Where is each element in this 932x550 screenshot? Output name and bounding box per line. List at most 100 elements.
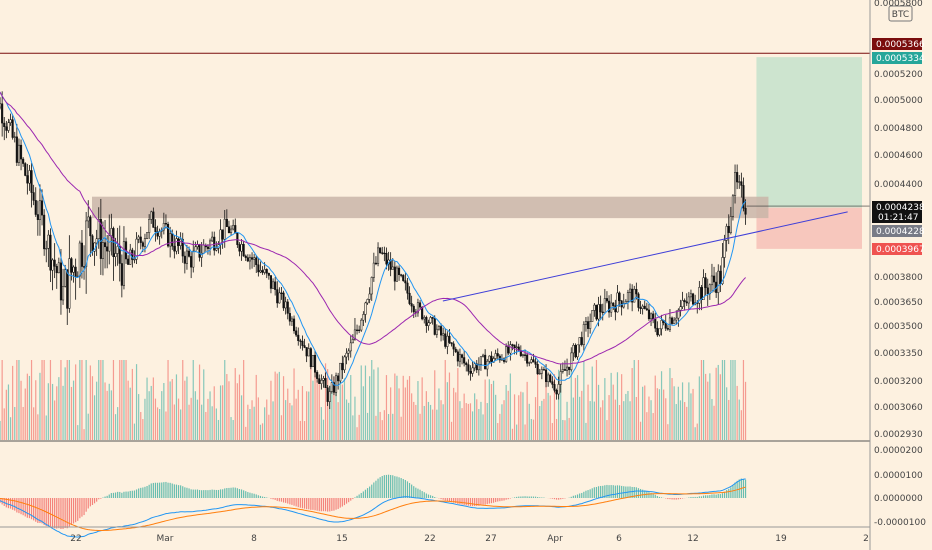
candle-body xyxy=(597,304,600,320)
candle-body xyxy=(437,326,440,330)
macd-histogram-bar xyxy=(91,498,94,505)
macd-histogram-bar xyxy=(205,490,207,498)
macd-histogram-bar xyxy=(656,496,658,498)
tag-stop: 0.0003967 xyxy=(876,245,925,255)
candle-body xyxy=(177,238,180,246)
macd-histogram-bar xyxy=(673,498,675,500)
volume-bar xyxy=(117,407,119,440)
candle-body xyxy=(57,262,60,274)
macd-tick: 0.0000200 xyxy=(874,446,923,456)
macd-histogram-bar xyxy=(396,476,398,498)
macd-histogram-bar xyxy=(402,478,404,498)
volume-bar xyxy=(198,364,201,440)
candle-body xyxy=(232,225,235,230)
macd-histogram-bar xyxy=(404,480,406,498)
macd-histogram-bar xyxy=(348,498,350,503)
volume-bar xyxy=(18,360,20,440)
volume-bar xyxy=(453,387,455,440)
candle-body xyxy=(246,257,249,262)
candle-body xyxy=(626,292,630,302)
volume-bar xyxy=(352,415,354,440)
macd-histogram-bar xyxy=(360,492,362,498)
macd-histogram-bar xyxy=(677,498,679,500)
volume-bar xyxy=(442,404,444,440)
time-tick: 12 xyxy=(687,534,698,544)
macd-histogram-bar xyxy=(119,491,121,498)
macd-histogram-bar xyxy=(408,482,411,498)
volume-bar xyxy=(274,371,276,440)
volume-bar xyxy=(541,400,543,440)
volume-bar xyxy=(547,392,549,440)
macd-histogram-bar xyxy=(595,486,598,498)
volume-bar xyxy=(507,390,509,440)
volume-bar xyxy=(299,420,301,440)
macd-histogram-bar xyxy=(448,498,451,502)
candle-body xyxy=(740,181,743,186)
candle-body xyxy=(301,340,304,346)
macd-histogram-bar xyxy=(79,498,81,519)
volume-bar xyxy=(230,417,232,440)
candle-body xyxy=(624,300,627,304)
candle-body xyxy=(530,359,533,363)
macd-histogram-bar xyxy=(217,489,220,498)
macd-histogram-bar xyxy=(362,491,364,498)
volume-bar xyxy=(581,390,583,440)
candle-body xyxy=(410,303,413,307)
macd-histogram-bar xyxy=(85,498,87,512)
volume-bar xyxy=(70,386,73,440)
candle-body xyxy=(53,259,56,267)
macd-histogram-bar xyxy=(148,484,150,498)
macd-histogram-bar xyxy=(700,496,703,498)
macd-histogram-bar xyxy=(385,474,388,498)
tag-stop-bg xyxy=(872,243,922,255)
volume-bar xyxy=(81,360,83,440)
volume-bar xyxy=(702,360,705,440)
candle-body xyxy=(641,305,644,309)
candle-body xyxy=(62,286,65,301)
macd-histogram-bar xyxy=(585,490,587,498)
macd-histogram-bar xyxy=(47,498,49,527)
macd-histogram-bar xyxy=(589,489,591,498)
candle-body xyxy=(255,257,258,266)
volume-bar xyxy=(715,367,717,440)
volume-bar xyxy=(675,404,677,440)
candle-body xyxy=(650,313,653,320)
candle-body xyxy=(341,362,344,371)
volume-bar xyxy=(161,391,163,440)
macd-histogram-bar xyxy=(341,498,343,507)
volume-bar xyxy=(190,397,192,440)
macd-histogram-bar xyxy=(156,482,159,498)
candle-body xyxy=(206,246,209,249)
candle-body xyxy=(645,308,648,311)
candle-body xyxy=(731,195,735,217)
macd-histogram-bar xyxy=(196,489,199,498)
candle-body xyxy=(635,288,638,295)
macd-histogram-bar xyxy=(152,482,154,498)
macd-histogram-bar xyxy=(219,489,222,498)
tag-entry: 0.0004228 xyxy=(876,227,925,237)
candle-body xyxy=(435,328,438,335)
volume-bar xyxy=(734,360,736,440)
candle-body xyxy=(295,330,298,336)
volume-bar xyxy=(72,380,75,440)
candle-body xyxy=(700,287,703,300)
macd-histogram-bar xyxy=(215,489,217,498)
macd-histogram-bar xyxy=(274,498,276,500)
volume-bar xyxy=(238,374,241,440)
candle-body xyxy=(332,382,335,393)
macd-histogram-bar xyxy=(518,496,520,498)
candle-body xyxy=(442,333,445,336)
macd-histogram-bar xyxy=(442,498,444,500)
macd-histogram-bar xyxy=(705,495,707,498)
volume-bar xyxy=(154,398,157,440)
macd-histogram-bar xyxy=(723,491,726,498)
candle-body xyxy=(736,172,739,183)
price-tick: 0.0003350 xyxy=(874,349,923,359)
volume-bar xyxy=(385,375,388,440)
macd-histogram-bar xyxy=(68,498,70,527)
candle-body xyxy=(7,122,10,131)
candle-body xyxy=(471,367,474,374)
macd-histogram-bar xyxy=(633,487,635,498)
candle-body xyxy=(496,353,499,357)
